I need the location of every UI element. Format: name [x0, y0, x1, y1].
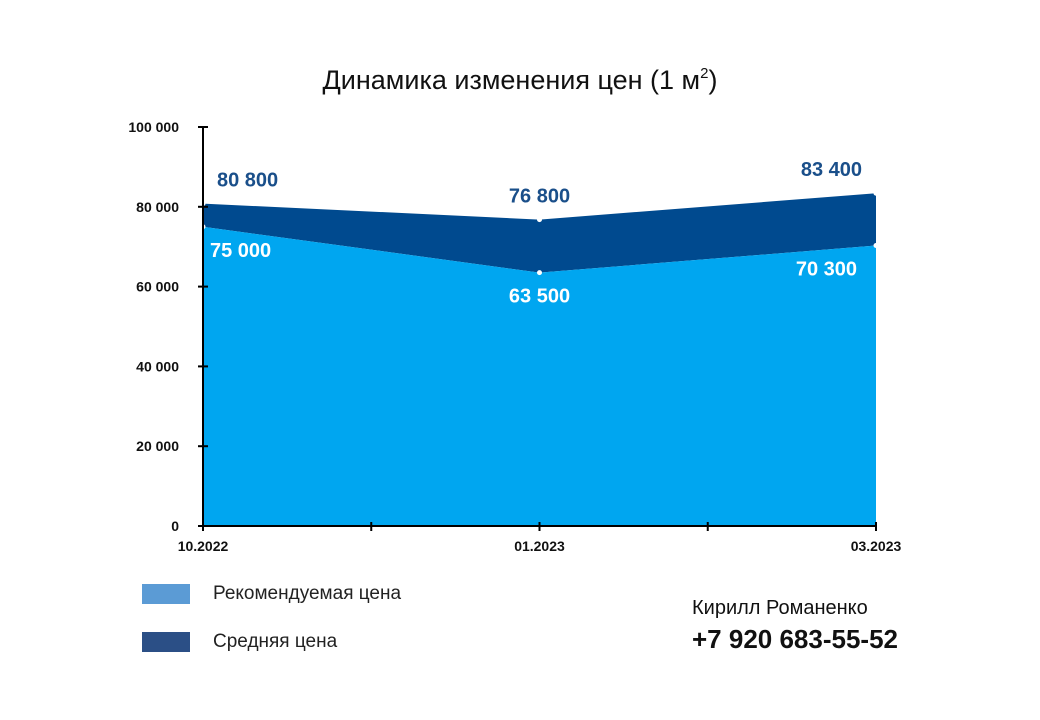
point-average-price — [873, 190, 879, 196]
chart-title: Динамика изменения цен (1 м2) — [323, 65, 718, 95]
x-tick-label: 03.2023 — [851, 538, 902, 554]
legend-item-recommended: Рекомендуемая цена — [142, 582, 401, 606]
x-tick-label: 01.2023 — [514, 538, 565, 554]
data-label-recommended-price: 70 300 — [796, 259, 857, 281]
y-tick-label: 40 000 — [136, 358, 179, 374]
plot-area: 0 20 000 40 000 60 000 80 000 100 000 10.2022 0… — [128, 119, 901, 554]
legend: Рекомендуемая цена Средняя цена — [142, 582, 401, 678]
chart-title-main: Динамика изменения цен (1 м — [323, 65, 701, 95]
contact-block: Кирилл Романенко +7 920 683-55-52 — [692, 597, 898, 655]
contact-name: Кирилл Романенко — [692, 597, 868, 619]
chart-title-superscript: 2 — [700, 65, 708, 82]
area-recommended-price — [203, 226, 876, 526]
legend-label-average: Средняя цена — [213, 631, 338, 652]
y-tick-label: 80 000 — [136, 199, 179, 215]
data-label-average-price: 83 400 — [801, 159, 862, 181]
data-label-average-price: 76 800 — [509, 186, 570, 208]
y-tick-label: 0 — [171, 518, 179, 534]
y-tick-label: 60 000 — [136, 279, 179, 295]
y-tick-label: 20 000 — [136, 438, 179, 454]
chart-title-tail: ) — [708, 65, 717, 95]
legend-item-average: Средняя цена — [142, 630, 401, 654]
legend-swatch-average — [142, 632, 190, 652]
point-recommended-price — [537, 270, 542, 276]
point-average-price — [537, 217, 542, 223]
legend-swatch-recommended — [142, 584, 190, 604]
legend-label-recommended: Рекомендуемая цена — [213, 583, 402, 604]
data-label-recommended-price: 63 500 — [509, 286, 570, 308]
y-tick-label: 100 000 — [128, 119, 179, 135]
data-label-average-price: 80 800 — [217, 170, 278, 192]
point-recommended-price — [873, 243, 879, 249]
data-label-recommended-price: 75 000 — [210, 240, 271, 262]
contact-phone: +7 920 683-55-52 — [692, 624, 899, 654]
area-average-price — [203, 193, 876, 273]
x-tick-label: 10.2022 — [178, 538, 229, 554]
